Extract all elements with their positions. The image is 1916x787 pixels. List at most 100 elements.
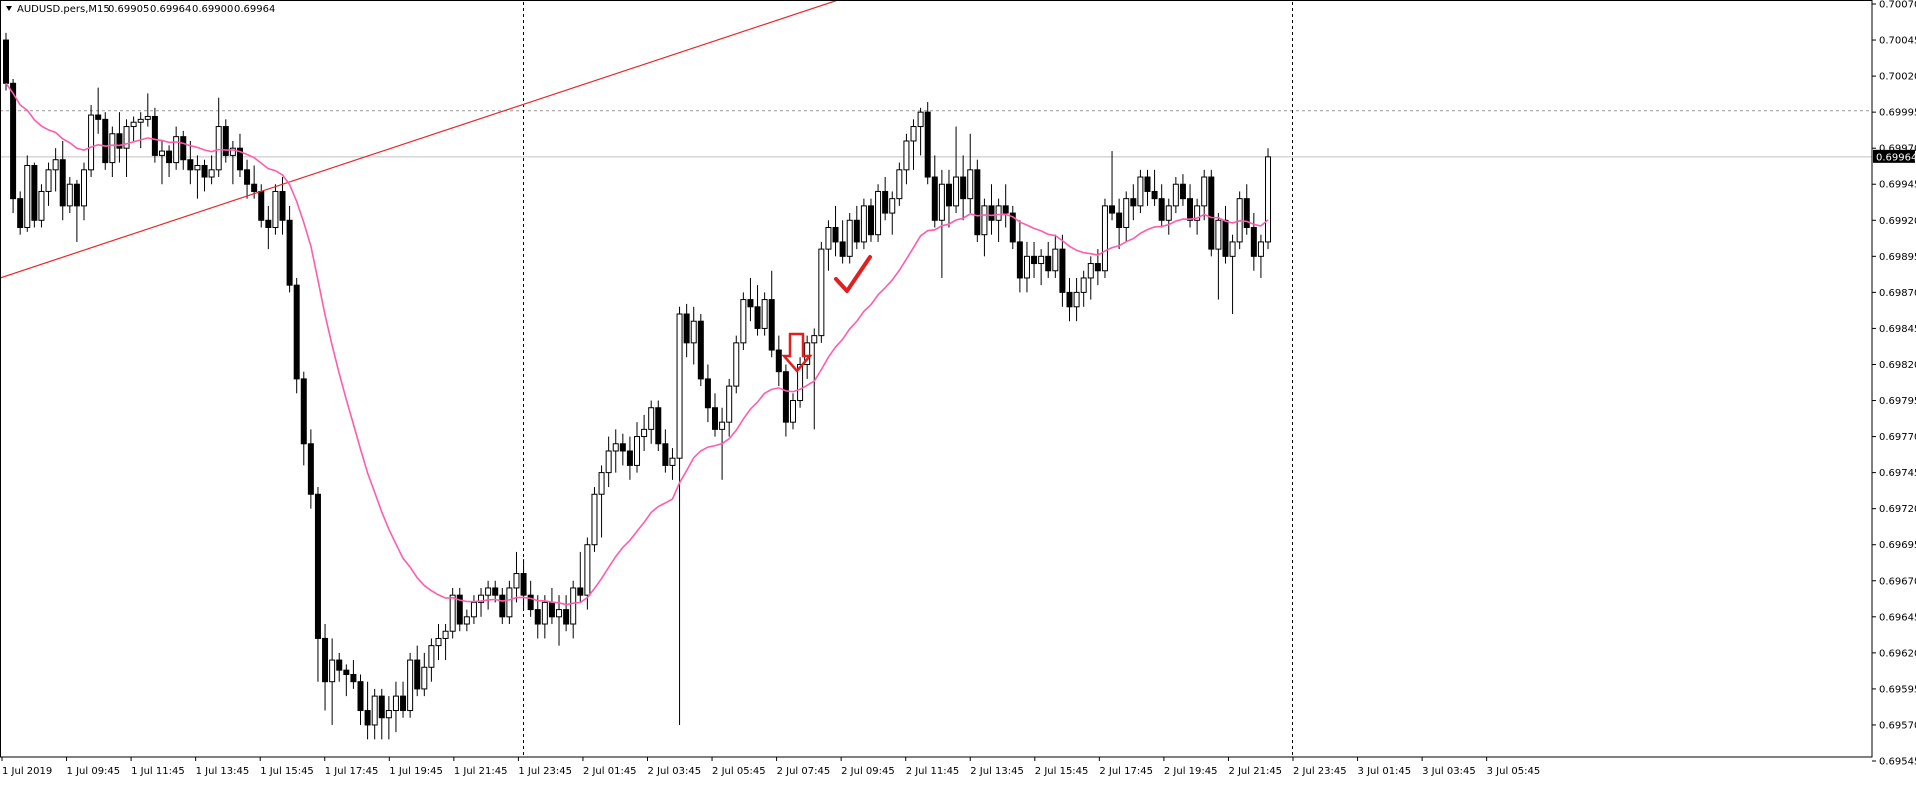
candle <box>24 155 31 232</box>
x-tick-label: 2 Jul 11:45 <box>906 766 960 777</box>
candle <box>73 179 80 242</box>
candle <box>1215 213 1222 300</box>
candle <box>428 638 435 682</box>
candle-body-bull <box>24 164 31 228</box>
candle <box>1201 169 1208 221</box>
candle-body-bull <box>761 299 768 329</box>
candle <box>1023 241 1030 293</box>
candle <box>697 314 704 387</box>
candle <box>1151 169 1158 206</box>
candle-body-bear <box>839 241 846 257</box>
candle <box>52 148 59 192</box>
candle <box>1243 184 1250 235</box>
candle-body-bear <box>187 159 194 171</box>
candle-body-bull <box>896 169 903 200</box>
candle <box>726 378 733 437</box>
candle-body-bull <box>1123 198 1130 228</box>
candle <box>17 191 24 235</box>
candle-body-bull <box>797 363 804 402</box>
moving-average-line[interactable] <box>5 82 1269 606</box>
candle-body-bull <box>1257 241 1264 257</box>
candle <box>917 107 924 156</box>
candle-body-bull <box>485 587 492 596</box>
candle <box>506 580 513 625</box>
x-tick-label: 3 Jul 05:45 <box>1487 766 1541 777</box>
candle-body-bear <box>364 710 371 726</box>
candle-body-bull <box>173 136 180 164</box>
candle-body-bear <box>307 443 314 495</box>
candle-body-bear <box>1250 226 1257 257</box>
trendline[interactable] <box>0 0 839 279</box>
candle <box>307 429 314 509</box>
candle <box>485 580 492 610</box>
x-tick-label: 1 Jul 17:45 <box>325 766 379 777</box>
candle-body-bull <box>719 421 726 430</box>
candle-body-bull <box>846 219 853 257</box>
candle <box>945 169 952 228</box>
current-price-label: 0.69964 <box>1876 152 1916 163</box>
candle <box>123 119 130 178</box>
candle-body-bull <box>953 176 960 207</box>
candle <box>541 595 548 639</box>
x-tick-label: 1 Jul 09:45 <box>67 766 121 777</box>
x-tick-label: 2 Jul 21:45 <box>1228 766 1282 777</box>
candle-body-bull <box>421 666 428 690</box>
candle <box>1002 184 1009 228</box>
ohlc-low-value: 0.69900 <box>192 4 233 15</box>
candle <box>38 184 45 228</box>
candle-body-bull <box>88 114 95 171</box>
check-mark-annotation-icon[interactable] <box>834 255 872 293</box>
candle-body-bull <box>1265 156 1272 243</box>
candle-body-bull <box>981 205 988 236</box>
x-tick-label: 3 Jul 01:45 <box>1358 766 1412 777</box>
candle-body-bull <box>513 573 520 589</box>
candle-body-bull <box>648 407 655 430</box>
candle-body-bear <box>59 159 66 207</box>
candle-body-bull <box>1201 176 1208 207</box>
candle-body-bear <box>1208 176 1215 250</box>
candle <box>151 107 158 163</box>
y-tick-label: 0.69595 <box>1879 684 1916 695</box>
candle <box>314 487 321 682</box>
candle <box>392 681 399 733</box>
candle-body-bear <box>1243 198 1250 228</box>
candle-body-bull <box>605 450 612 474</box>
candle-body-bull <box>442 630 449 639</box>
y-tick-label: 0.69995 <box>1879 108 1916 119</box>
collapse-triangle-icon[interactable] <box>6 6 12 11</box>
candle-body-bull <box>804 342 811 365</box>
candle-body-bear <box>945 183 952 207</box>
candle-body-bear <box>286 219 293 286</box>
ohlc-close-value: 0.69964 <box>234 4 275 15</box>
candle-body-bull <box>1052 248 1059 272</box>
candle-body-bear <box>400 695 407 712</box>
candle <box>10 78 17 214</box>
candle <box>102 112 109 170</box>
candle-body-bear <box>1016 241 1023 279</box>
candle-body-bull <box>385 710 392 719</box>
candle <box>201 159 208 192</box>
candle <box>1137 169 1144 214</box>
candle-body-bull <box>789 400 796 423</box>
x-tick-label: 1 Jul 23:45 <box>518 766 572 777</box>
candle-body-bull <box>109 133 116 164</box>
candle <box>130 116 137 141</box>
candle-body-bear <box>1187 198 1194 221</box>
y-tick-label: 0.69795 <box>1879 396 1916 407</box>
candle <box>591 487 598 552</box>
candle <box>435 624 442 661</box>
candle-body-bull <box>818 248 825 337</box>
candle <box>953 126 960 214</box>
candle <box>322 624 329 711</box>
sell-arrow-annotation-icon[interactable] <box>781 332 813 373</box>
candle <box>577 551 584 603</box>
candle-body-bear <box>102 118 109 164</box>
candle <box>1179 174 1186 206</box>
ohlc-high-value: 0.69964 <box>150 4 191 15</box>
candle-body-bull <box>1229 241 1236 257</box>
candle <box>1066 277 1073 322</box>
candle <box>1059 234 1066 307</box>
